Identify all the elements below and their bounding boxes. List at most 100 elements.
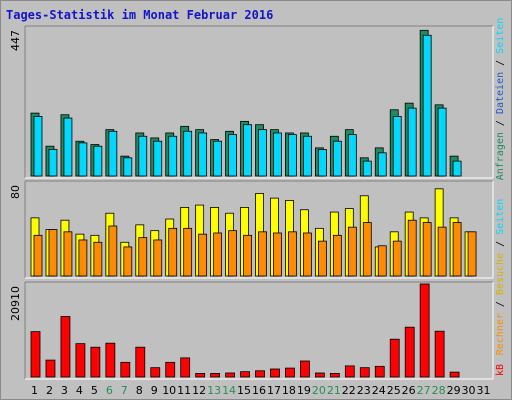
bar-dateien-day-1 bbox=[33, 116, 43, 177]
bar-kb-day-28 bbox=[434, 330, 445, 378]
right-label-mid: Rechner / Besuche / Seiten bbox=[495, 199, 506, 356]
right-label-mid-separator: / bbox=[495, 235, 506, 253]
bar-kb-day-7 bbox=[120, 361, 131, 378]
bar-dateien-day-25 bbox=[392, 116, 402, 177]
day-label-22: 22 bbox=[342, 384, 356, 397]
bar-rechner-day-25 bbox=[392, 240, 402, 277]
bar-rechner-day-12 bbox=[198, 233, 208, 277]
day-label-4: 4 bbox=[76, 384, 83, 397]
bar-rechner-day-29 bbox=[452, 222, 462, 277]
bar-dateien-day-15 bbox=[243, 124, 252, 177]
bar-rechner-day-7 bbox=[123, 246, 133, 277]
day-label-5: 5 bbox=[91, 384, 98, 397]
bar-dateien-day-27 bbox=[422, 34, 432, 177]
ymax-label-1: 447 bbox=[9, 30, 22, 51]
bar-rechner-day-9 bbox=[153, 239, 163, 277]
bar-kb-day-14 bbox=[225, 372, 235, 378]
day-label-2: 2 bbox=[46, 384, 53, 397]
bar-dateien-day-2 bbox=[48, 149, 58, 177]
bar-kb-day-25 bbox=[389, 338, 400, 378]
right-label-top-part-3: Seiten bbox=[495, 18, 506, 54]
bar-kb-day-17 bbox=[270, 368, 280, 378]
bar-dateien-day-16 bbox=[258, 129, 267, 177]
day-label-30: 30 bbox=[462, 384, 476, 397]
bar-kb-day-18 bbox=[285, 367, 295, 378]
bar-dateien-day-10 bbox=[168, 135, 178, 177]
bar-dateien-day-23 bbox=[362, 160, 372, 177]
bar-rechner-day-30 bbox=[467, 231, 477, 277]
day-label-31: 31 bbox=[477, 384, 491, 397]
bar-kb-day-27 bbox=[419, 283, 430, 378]
bar-dateien-day-8 bbox=[138, 135, 148, 177]
day-label-15: 15 bbox=[237, 384, 251, 397]
day-label-8: 8 bbox=[136, 384, 143, 397]
bar-kb-day-24 bbox=[374, 365, 385, 378]
day-label-21: 21 bbox=[327, 384, 341, 397]
day-label-29: 29 bbox=[447, 384, 461, 397]
day-label-12: 12 bbox=[192, 384, 206, 397]
bar-rechner-day-8 bbox=[138, 237, 148, 277]
day-label-17: 17 bbox=[267, 384, 281, 397]
bar-rechner-day-28 bbox=[437, 226, 447, 277]
day-label-18: 18 bbox=[282, 384, 296, 397]
right-label-bottom: kB bbox=[495, 364, 506, 376]
bar-rechner-day-19 bbox=[303, 232, 312, 277]
right-label-mid-part-3: Seiten bbox=[495, 199, 506, 235]
bar-kb-day-16 bbox=[255, 370, 265, 378]
bar-kb-day-4 bbox=[75, 343, 86, 378]
bar-kb-day-2 bbox=[45, 359, 56, 378]
right-label-mid-part-2: Besuche bbox=[495, 253, 506, 295]
right-label-mid-separator: / bbox=[495, 295, 506, 313]
bar-dateien-day-7 bbox=[123, 157, 133, 177]
ymax-label-3: 20910 bbox=[9, 286, 22, 321]
bar-dateien-day-17 bbox=[273, 132, 282, 177]
day-label-10: 10 bbox=[162, 384, 176, 397]
bar-kb-day-13 bbox=[210, 373, 221, 378]
right-label-top-part-2: Dateien bbox=[495, 72, 506, 114]
bar-kb-day-3 bbox=[60, 316, 71, 378]
bar-dateien-day-19 bbox=[303, 135, 312, 177]
bar-rechner-day-14 bbox=[228, 230, 237, 277]
bar-rechner-day-1 bbox=[33, 234, 43, 277]
bar-dateien-day-6 bbox=[108, 130, 118, 177]
bar-rechner-day-5 bbox=[93, 241, 103, 277]
day-label-6: 6 bbox=[106, 384, 113, 397]
bar-rechner-day-23 bbox=[362, 222, 372, 277]
day-label-19: 19 bbox=[297, 384, 311, 397]
bar-rechner-day-21 bbox=[332, 234, 342, 277]
bar-dateien-day-14 bbox=[228, 134, 237, 177]
day-label-11: 11 bbox=[177, 384, 191, 397]
bar-rechner-day-18 bbox=[288, 231, 297, 277]
right-label-top-separator: / bbox=[495, 54, 506, 72]
bar-kb-day-5 bbox=[90, 346, 101, 378]
bar-rechner-day-15 bbox=[243, 234, 252, 277]
bar-dateien-day-21 bbox=[332, 140, 342, 177]
bar-kb-day-29 bbox=[449, 371, 460, 378]
day-label-16: 16 bbox=[252, 384, 266, 397]
bar-kb-day-10 bbox=[165, 361, 176, 378]
bar-dateien-day-28 bbox=[437, 107, 447, 177]
bar-kb-day-15 bbox=[240, 371, 250, 378]
bar-kb-day-20 bbox=[314, 372, 325, 378]
bar-dateien-day-5 bbox=[93, 145, 103, 177]
bar-rechner-day-6 bbox=[108, 225, 118, 277]
day-label-9: 9 bbox=[151, 384, 158, 397]
bar-rechner-day-11 bbox=[183, 227, 193, 277]
ymax-label-2: 80 bbox=[9, 185, 22, 199]
bar-kb-day-22 bbox=[344, 365, 355, 378]
bar-rechner-day-2 bbox=[48, 229, 58, 277]
bar-dateien-day-13 bbox=[213, 140, 223, 177]
bar-kb-day-19 bbox=[300, 360, 310, 378]
bar-rechner-day-10 bbox=[168, 227, 178, 277]
bar-dateien-day-3 bbox=[63, 117, 73, 177]
day-label-28: 28 bbox=[432, 384, 446, 397]
right-label-top-part-1: Anfragen bbox=[495, 132, 506, 180]
day-label-20: 20 bbox=[312, 384, 326, 397]
right-label-top-separator: / bbox=[495, 114, 506, 132]
plot-panel-3 bbox=[25, 282, 493, 379]
day-label-1: 1 bbox=[31, 384, 38, 397]
bar-dateien-day-11 bbox=[183, 130, 193, 177]
day-label-13: 13 bbox=[207, 384, 221, 397]
